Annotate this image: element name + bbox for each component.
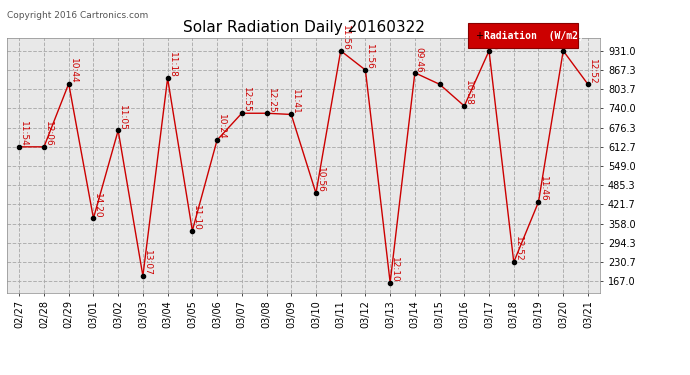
- Text: Copyright 2016 Cartronics.com: Copyright 2016 Cartronics.com: [7, 11, 148, 20]
- Text: 13:30: 13:30: [489, 25, 498, 51]
- Text: 10:24: 10:24: [217, 114, 226, 140]
- Text: 11:46: 11:46: [538, 176, 547, 202]
- Text: 14:20: 14:20: [93, 193, 102, 218]
- Text: 11:56: 11:56: [341, 25, 350, 51]
- Text: 12:55: 12:55: [241, 87, 250, 113]
- Text: 12:10: 12:10: [390, 257, 399, 282]
- Text: Radiation  (W/m2): Radiation (W/m2): [484, 30, 584, 40]
- Text: 11:41: 11:41: [291, 89, 300, 114]
- Text: 12:52: 12:52: [588, 58, 597, 84]
- Text: 10:56: 10:56: [316, 167, 325, 193]
- Text: 11:05: 11:05: [118, 105, 127, 130]
- Title: Solar Radiation Daily 20160322: Solar Radiation Daily 20160322: [183, 20, 424, 35]
- Text: 11:10: 11:10: [193, 205, 201, 231]
- Text: 09:46: 09:46: [415, 47, 424, 73]
- Text: 12:52: 12:52: [514, 237, 523, 262]
- Text: 12:43: 12:43: [563, 25, 572, 51]
- Text: 11:18: 11:18: [168, 53, 177, 78]
- Text: 13:07: 13:07: [143, 250, 152, 276]
- Text: 11:54: 11:54: [19, 121, 28, 147]
- Text: 12:25: 12:25: [266, 88, 275, 113]
- Text: 10:44: 10:44: [69, 58, 78, 84]
- Text: +: +: [475, 30, 483, 40]
- Text: 10:58: 10:58: [464, 80, 473, 106]
- Text: 11:56: 11:56: [366, 44, 375, 70]
- Text: 12:06: 12:06: [44, 121, 53, 147]
